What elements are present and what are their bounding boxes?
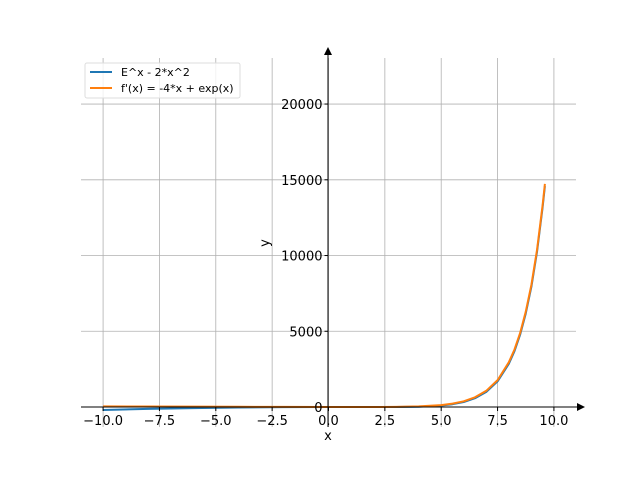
x-axis-arrow-icon <box>577 403 585 411</box>
x-tick-label: −7.5 <box>144 414 176 429</box>
x-tick-label: 0.0 <box>318 414 339 429</box>
y-tick-label: 15000 <box>281 174 322 189</box>
x-axis-label: x <box>324 429 332 444</box>
x-tick-label: 5.0 <box>431 414 452 429</box>
series-line-0 <box>103 185 546 411</box>
series-lines <box>103 183 546 411</box>
y-tick-label: 20000 <box>281 98 322 113</box>
legend-label-1: f'(x) = -4*x + exp(x) <box>121 82 234 95</box>
x-tick-label: −5.0 <box>200 414 232 429</box>
x-tick-label: 7.5 <box>487 414 508 429</box>
y-axis-arrow-icon <box>324 47 332 55</box>
y-tick-label: 10000 <box>281 250 322 265</box>
axes <box>81 47 585 427</box>
y-tick-label: 0 <box>314 401 322 416</box>
y-tick-label: 5000 <box>289 325 322 340</box>
series-line-1 <box>103 183 546 408</box>
legend-box <box>84 62 241 99</box>
x-tick-label: −2.5 <box>256 414 288 429</box>
y-axis-label: y <box>258 239 273 247</box>
legend: E^x - 2*x^2 f'(x) = -4*x + exp(x) <box>84 62 241 99</box>
legend-label-0: E^x - 2*x^2 <box>121 66 190 79</box>
x-tick-label: 2.5 <box>375 414 396 429</box>
x-tick-label: −10.0 <box>83 414 123 429</box>
x-tick-label: 10.0 <box>539 414 568 429</box>
